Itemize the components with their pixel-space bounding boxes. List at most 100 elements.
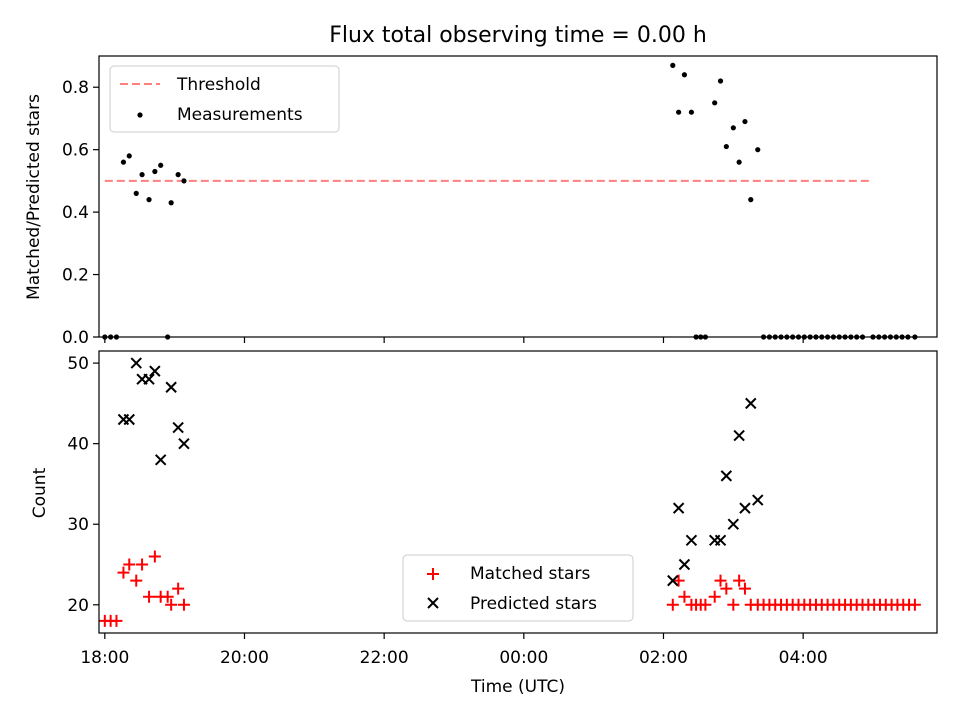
matched-star-point [672, 574, 685, 587]
x-axis-label: Time (UTC) [470, 677, 565, 697]
bottom-x-ticks: 18:00 20:00 22:00 00:00 02:00 04:00 [80, 633, 828, 668]
predicted-star-point [154, 454, 167, 466]
measurement-point [133, 190, 139, 196]
figure-title: Flux total observing time = 0.00 h [329, 23, 707, 48]
matched-star-point [110, 614, 123, 627]
measurement-point [168, 200, 174, 206]
matched-star-point [678, 590, 691, 603]
predicted-star-point [685, 534, 698, 547]
x-tick-label: 00:00 [499, 648, 548, 668]
matched-legend-swatch [427, 568, 439, 580]
predicted-star-point [727, 518, 740, 530]
matched-star-point [727, 598, 740, 611]
predicted-star-points [117, 357, 764, 587]
x-tick-label: 02:00 [639, 648, 688, 668]
predicted-star-point [745, 397, 757, 410]
matched-star-point [177, 598, 190, 611]
predicted-star-point [143, 373, 155, 385]
x-tick-label: 22:00 [360, 648, 409, 668]
matched-star-point [136, 558, 149, 571]
bottom-y-ticks: 20 30 40 50 [67, 354, 99, 616]
top-y-tick-label: 0.6 [62, 141, 89, 161]
bottom-y-tick-label: 50 [67, 354, 89, 374]
top-y-tick-label: 0.2 [62, 266, 89, 286]
predicted-star-point [672, 502, 685, 514]
bottom-y-tick-label: 40 [67, 435, 89, 455]
bottom-axes-frame [98, 350, 938, 634]
measurement-point [670, 62, 676, 68]
measurement-point [748, 197, 754, 203]
x-tick-label: 04:00 [779, 648, 828, 668]
x-tick-label: 18:00 [80, 648, 129, 668]
matched-star-point [720, 582, 733, 595]
matched-star-points [98, 550, 921, 627]
measurement-point [736, 159, 742, 165]
measurements-legend-label: Measurements [177, 105, 303, 125]
threshold-legend-label: Threshold [176, 75, 261, 95]
matched-star-point [161, 590, 174, 603]
measurement-point [120, 159, 127, 165]
bottom-legend-box [402, 554, 634, 622]
matched-star-point [699, 598, 712, 611]
matched-star-point [714, 574, 727, 587]
bottom-legend: Matched stars Predicted stars [402, 554, 634, 622]
predicted-star-point [752, 494, 764, 506]
measurement-point [181, 178, 187, 184]
bottom-y-tick-label: 30 [67, 515, 89, 535]
top-ylabel: Matched/Predicted stars [24, 94, 44, 300]
matched-star-point [172, 582, 185, 595]
matched-star-point [148, 550, 161, 563]
matched-star-point [733, 574, 746, 587]
matched-star-point [738, 582, 751, 595]
predicted-star-point [733, 429, 745, 442]
matched-star-point [117, 566, 130, 579]
matched-star-point [165, 598, 178, 611]
predicted-star-point [714, 534, 727, 547]
matched-star-point [666, 598, 679, 611]
top-y-tick-label: 0.0 [62, 328, 89, 348]
matched-star-point [908, 598, 921, 611]
predicted-star-point [165, 381, 177, 393]
matched-star-point [143, 590, 156, 603]
measurement-point [723, 143, 729, 150]
predicted-star-point [678, 558, 691, 571]
predicted-star-point [667, 574, 679, 587]
measurement-point [688, 109, 695, 115]
measurement-point [755, 147, 761, 153]
bottom-y-tick-label: 20 [67, 596, 89, 616]
measurement-point [158, 162, 164, 168]
predicted-star-point [149, 365, 161, 377]
top-panel: 0.00.20.40.60.8 Matched/Predicted stars … [24, 55, 938, 348]
measurement-point [742, 118, 748, 125]
top-y-ticks: 0.0 0.2 0.4 0.6 0.8 [62, 78, 99, 348]
top-y-tick-label: 0.4 [62, 203, 89, 223]
matched-star-point [708, 590, 721, 603]
measurement-point [139, 172, 145, 178]
predicted-star-point [172, 421, 184, 434]
x-tick-label: 20:00 [220, 648, 269, 668]
predicted-legend-swatch [427, 597, 439, 609]
predicted-star-point [130, 357, 142, 369]
predicted-star-point [123, 413, 135, 426]
measurements-legend-swatch [137, 112, 143, 118]
measurement-point [730, 125, 736, 131]
predicted-star-point [720, 470, 733, 482]
matched-star-point [130, 574, 143, 587]
bottom-ylabel: Count [30, 467, 50, 518]
measurement-point [126, 153, 132, 159]
measurement-point [681, 72, 688, 78]
top-legend-box [109, 65, 340, 133]
measurement-point [152, 168, 158, 175]
matched-star-point [123, 558, 136, 571]
measurement-point [146, 197, 152, 203]
measurement-point [676, 109, 682, 115]
predicted-star-point [739, 502, 751, 514]
measurement-point [175, 172, 181, 178]
top-axes-frame [98, 55, 938, 338]
top-y-tick-label: 0.8 [62, 78, 89, 98]
measurement-point [712, 100, 718, 106]
predicted-star-point [178, 437, 190, 450]
predicted-legend-label: Predicted stars [470, 594, 597, 614]
